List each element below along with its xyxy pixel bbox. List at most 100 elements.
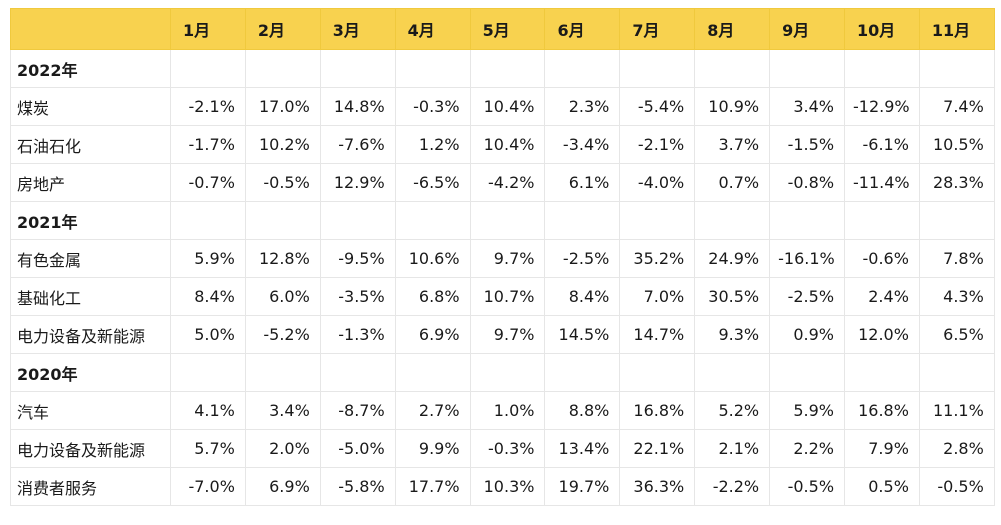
return-value-cell: 12.9%	[319, 163, 396, 202]
return-value-cell: 13.4%	[544, 429, 621, 468]
return-value-cell: -2.2%	[694, 467, 771, 506]
year-label: 2021年	[10, 201, 171, 240]
return-value-cell: -1.3%	[319, 315, 396, 354]
year-row: 2020年	[10, 353, 995, 392]
return-value-cell: 8.4%	[544, 277, 621, 316]
empty-cell	[544, 201, 621, 240]
month-header: 7月	[619, 8, 696, 50]
return-value-cell: 24.9%	[694, 239, 771, 278]
month-header: 5月	[469, 8, 546, 50]
return-value-cell: 16.8%	[844, 391, 920, 430]
return-value-cell: -0.5%	[769, 467, 846, 506]
return-value-cell: 6.5%	[918, 315, 995, 354]
industry-label: 有色金属	[10, 239, 171, 278]
empty-cell	[694, 201, 771, 240]
return-value-cell: -8.7%	[319, 391, 396, 430]
returns-table-container: 1月 2月 3月 4月 5月 6月 7月 8月 9月 10月 11月 2022年 煤炭 -2.1% 17.…	[10, 8, 995, 506]
table-row: 房地产 -0.7% -0.5% 12.9% -6.5% -4.2% 6.1% -4.0% 0.7…	[10, 163, 995, 202]
return-value-cell: 14.5%	[544, 315, 621, 354]
return-value-cell: -7.6%	[319, 125, 396, 164]
return-value-cell: -0.7%	[170, 163, 246, 202]
return-value-cell: 9.7%	[469, 239, 546, 278]
return-value-cell: 9.9%	[394, 429, 471, 468]
table-row: 基础化工 8.4% 6.0% -3.5% 6.8% 10.7% 8.4% 7.0% 30.5% -…	[10, 277, 995, 316]
return-value-cell: 5.9%	[769, 391, 846, 430]
empty-cell	[319, 49, 396, 88]
return-value-cell: 30.5%	[694, 277, 771, 316]
empty-cell	[619, 49, 696, 88]
return-value-cell: -2.1%	[170, 87, 246, 126]
table-row: 电力设备及新能源 5.0% -5.2% -1.3% 6.9% 9.7% 14.5% 14.7%…	[10, 315, 995, 354]
month-header: 4月	[394, 8, 471, 50]
return-value-cell: -1.7%	[170, 125, 246, 164]
return-value-cell: -2.5%	[544, 239, 621, 278]
empty-cell	[394, 201, 471, 240]
month-header: 11月	[918, 8, 995, 50]
empty-cell	[918, 353, 995, 392]
return-value-cell: -0.8%	[769, 163, 846, 202]
return-value-cell: -0.5%	[244, 163, 321, 202]
return-value-cell: 19.7%	[544, 467, 621, 506]
return-value-cell: 7.8%	[918, 239, 995, 278]
return-value-cell: 10.5%	[918, 125, 995, 164]
empty-cell	[694, 353, 771, 392]
return-value-cell: 9.3%	[694, 315, 771, 354]
month-header: 6月	[544, 8, 621, 50]
return-value-cell: -5.2%	[244, 315, 321, 354]
industry-label: 电力设备及新能源	[10, 429, 171, 468]
return-value-cell: -0.6%	[844, 239, 920, 278]
return-value-cell: 0.9%	[769, 315, 846, 354]
return-value-cell: 5.0%	[170, 315, 246, 354]
empty-cell	[469, 201, 546, 240]
industry-label: 电力设备及新能源	[10, 315, 171, 354]
return-value-cell: 0.5%	[844, 467, 920, 506]
empty-cell	[769, 49, 846, 88]
return-value-cell: 2.0%	[244, 429, 321, 468]
return-value-cell: 7.0%	[619, 277, 696, 316]
return-value-cell: -16.1%	[769, 239, 846, 278]
year-label: 2022年	[10, 49, 171, 88]
return-value-cell: 6.9%	[394, 315, 471, 354]
empty-cell	[469, 353, 546, 392]
return-value-cell: -5.8%	[319, 467, 396, 506]
return-value-cell: 10.2%	[244, 125, 321, 164]
industry-label: 基础化工	[10, 277, 171, 316]
month-header: 1月	[170, 8, 246, 50]
table-row: 消费者服务 -7.0% 6.9% -5.8% 17.7% 10.3% 19.7% 36.3% -…	[10, 467, 995, 506]
return-value-cell: -4.0%	[619, 163, 696, 202]
return-value-cell: 2.7%	[394, 391, 471, 430]
return-value-cell: -5.0%	[319, 429, 396, 468]
return-value-cell: 5.7%	[170, 429, 246, 468]
empty-cell	[918, 49, 995, 88]
return-value-cell: -2.5%	[769, 277, 846, 316]
empty-cell	[170, 49, 246, 88]
return-value-cell: 22.1%	[619, 429, 696, 468]
table-row: 石油石化 -1.7% 10.2% -7.6% 1.2% 10.4% -3.4% -2.1% 3.…	[10, 125, 995, 164]
year-row: 2021年	[10, 201, 995, 240]
return-value-cell: 4.3%	[918, 277, 995, 316]
return-value-cell: 2.4%	[844, 277, 920, 316]
monthly-returns-table: 1月 2月 3月 4月 5月 6月 7月 8月 9月 10月 11月 2022年 煤炭 -2.1% 17.…	[10, 8, 995, 506]
return-value-cell: -3.5%	[319, 277, 396, 316]
return-value-cell: 1.0%	[469, 391, 546, 430]
return-value-cell: 2.3%	[544, 87, 621, 126]
return-value-cell: 2.1%	[694, 429, 771, 468]
return-value-cell: 14.8%	[319, 87, 396, 126]
industry-label: 房地产	[10, 163, 171, 202]
return-value-cell: 4.1%	[170, 391, 246, 430]
month-header: 3月	[319, 8, 396, 50]
return-value-cell: 10.3%	[469, 467, 546, 506]
return-value-cell: 35.2%	[619, 239, 696, 278]
return-value-cell: 10.9%	[694, 87, 771, 126]
return-value-cell: -6.5%	[394, 163, 471, 202]
return-value-cell: -6.1%	[844, 125, 920, 164]
return-value-cell: -0.3%	[394, 87, 471, 126]
return-value-cell: 10.4%	[469, 87, 546, 126]
empty-cell	[170, 353, 246, 392]
return-value-cell: 3.4%	[244, 391, 321, 430]
return-value-cell: 7.4%	[918, 87, 995, 126]
month-header: 9月	[769, 8, 846, 50]
empty-cell	[469, 49, 546, 88]
return-value-cell: 9.7%	[469, 315, 546, 354]
empty-cell	[844, 353, 920, 392]
